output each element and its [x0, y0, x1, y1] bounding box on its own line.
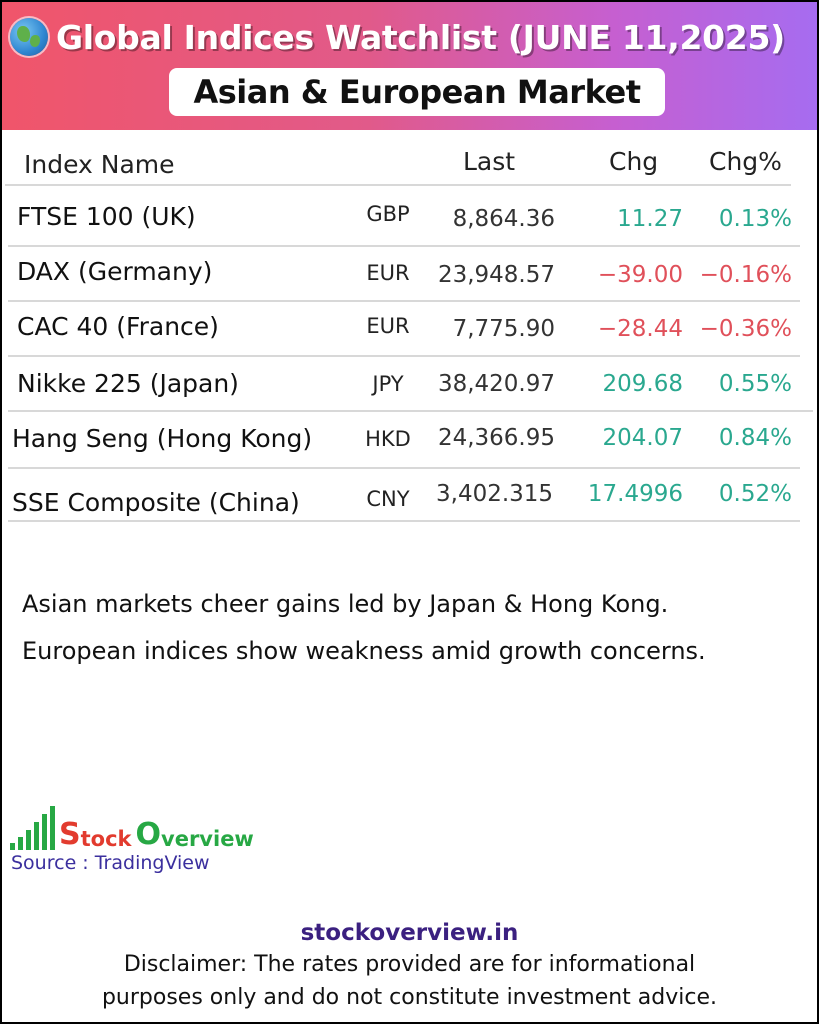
- index-last: 8,864.36: [452, 206, 555, 232]
- index-last: 38,420.97: [437, 371, 555, 397]
- page-subtitle: Asian & European Market: [193, 73, 641, 111]
- index-currency: CNY: [366, 487, 410, 511]
- index-currency: EUR: [366, 261, 410, 285]
- index-chg: −39.00: [597, 262, 683, 288]
- table-row: FTSE 100 (UK) GBP 8,864.36 11.27 0.13%: [0, 192, 819, 246]
- index-currency: GBP: [366, 202, 410, 226]
- index-chg-pct: 0.55%: [718, 371, 792, 397]
- index-chg-pct: 0.13%: [718, 206, 792, 232]
- page-title: Global Indices Watchlist (JUNE 11,2025): [56, 17, 785, 57]
- market-note: European indices show weakness amid grow…: [22, 637, 706, 665]
- logo-letter-o: O: [135, 817, 162, 852]
- subtitle-box: Asian & European Market: [169, 68, 665, 116]
- stockoverview-logo: S tock O verview: [10, 802, 254, 850]
- title-row: Global Indices Watchlist (JUNE 11,2025): [10, 12, 785, 62]
- index-last: 23,948.57: [437, 262, 555, 288]
- table-row: DAX (Germany) EUR 23,948.57 −39.00 −0.16…: [0, 247, 819, 301]
- index-last: 7,775.90: [452, 316, 555, 342]
- index-name: CAC 40 (France): [17, 312, 219, 341]
- logo-letter-s: S: [59, 817, 81, 852]
- table-row: CAC 40 (France) EUR 7,775.90 −28.44 −0.3…: [0, 302, 819, 356]
- disclaimer-line-2: purposes only and do not constitute inve…: [101, 985, 718, 1010]
- index-name: SSE Composite (China): [12, 488, 300, 517]
- row-divider: [8, 520, 800, 522]
- row-divider: [8, 467, 800, 469]
- source-label: Source : TradingView: [11, 852, 210, 874]
- table-row: Hang Seng (Hong Kong) HKD 24,366.95 204.…: [0, 412, 819, 466]
- index-currency: HKD: [365, 427, 411, 451]
- index-last: 24,366.95: [437, 425, 555, 451]
- globe-icon: [10, 18, 48, 56]
- index-chg-pct: 0.52%: [718, 481, 792, 507]
- column-header-chg: Chg: [609, 147, 659, 176]
- column-header-last: Last: [463, 147, 516, 176]
- row-divider: [8, 355, 800, 357]
- index-name: Hang Seng (Hong Kong): [12, 424, 313, 453]
- table-row: Nikke 225 (Japan) JPY 38,420.97 209.68 0…: [0, 357, 819, 411]
- bar-chart-icon: [10, 806, 55, 850]
- index-currency: EUR: [366, 314, 410, 338]
- index-chg-pct: 0.84%: [718, 425, 792, 451]
- logo-word-tock: tock: [80, 827, 132, 851]
- index-chg: 204.07: [602, 425, 683, 451]
- table-row: SSE Composite (China) CNY 3,402.3159 17.…: [0, 469, 819, 523]
- column-header-name: Index Name: [24, 150, 175, 179]
- header-divider: [5, 184, 791, 186]
- index-name: FTSE 100 (UK): [17, 202, 196, 231]
- index-chg: −28.44: [597, 316, 683, 342]
- logo-word-verview: verview: [161, 827, 254, 851]
- index-last: 3,402.3159: [436, 481, 554, 507]
- index-chg: 209.68: [602, 371, 683, 397]
- index-name: Nikke 225 (Japan): [17, 369, 239, 398]
- row-divider: [8, 410, 813, 412]
- column-header-chg-pct: Chg%: [709, 147, 782, 176]
- index-chg: 17.4996: [587, 481, 683, 507]
- row-divider: [8, 300, 800, 302]
- index-chg: 11.27: [617, 206, 683, 232]
- index-name: DAX (Germany): [17, 257, 213, 286]
- row-divider: [8, 245, 800, 247]
- website-link[interactable]: stockoverview.in: [300, 920, 519, 946]
- index-chg-pct: −0.16%: [699, 262, 792, 288]
- disclaimer-line-1: Disclaimer: The rates provided are for i…: [123, 952, 696, 977]
- index-chg-pct: −0.36%: [699, 316, 792, 342]
- index-currency: JPY: [372, 372, 404, 396]
- header-banner: Global Indices Watchlist (JUNE 11,2025) …: [2, 2, 817, 130]
- market-note: Asian markets cheer gains led by Japan &…: [22, 590, 669, 618]
